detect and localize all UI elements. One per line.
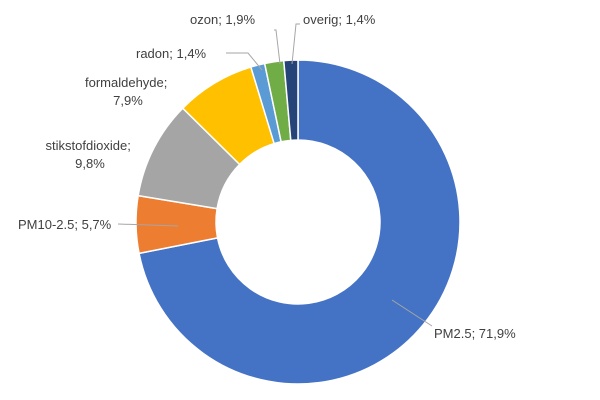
label-stikstofdioxide: stikstofdioxide; 9,8% bbox=[46, 138, 135, 171]
label-formaldehyde-name: formaldehyde; bbox=[85, 75, 167, 90]
label-radon: radon; 1,4% bbox=[136, 46, 207, 61]
label-stikstofdioxide-value: 9,8% bbox=[75, 156, 105, 171]
label-overig-text: overig; 1,4% bbox=[303, 12, 376, 27]
label-stikstofdioxide-name: stikstofdioxide; bbox=[46, 138, 131, 153]
label-radon-text: radon; 1,4% bbox=[136, 46, 207, 61]
leader-line-ozon bbox=[274, 29, 281, 65]
leader-line-pm10 bbox=[117, 223, 179, 227]
slice-pm2-5 bbox=[138, 59, 461, 385]
label-pm10-text: PM10-2.5; 5,7% bbox=[18, 217, 112, 232]
leader-line-radon bbox=[226, 52, 263, 71]
data-labels: PM2.5; 71,9% PM10-2.5; 5,7% stikstofdiox… bbox=[18, 12, 516, 341]
label-formaldehyde: formaldehyde; 7,9% bbox=[85, 75, 171, 108]
label-ozon-text: ozon; 1,9% bbox=[190, 12, 255, 27]
slice-overig bbox=[282, 59, 299, 142]
label-ozon: ozon; 1,9% bbox=[190, 12, 255, 27]
label-pm10: PM10-2.5; 5,7% bbox=[18, 217, 112, 232]
donut-slices bbox=[135, 59, 461, 385]
leader-lines bbox=[117, 23, 433, 327]
leader-line-pm25 bbox=[391, 299, 433, 327]
label-overig: overig; 1,4% bbox=[303, 12, 376, 27]
label-pm25-text: PM2.5; 71,9% bbox=[434, 326, 516, 341]
label-pm25: PM2.5; 71,9% bbox=[434, 326, 516, 341]
label-formaldehyde-value: 7,9% bbox=[113, 93, 143, 108]
leader-line-overig bbox=[291, 23, 300, 65]
